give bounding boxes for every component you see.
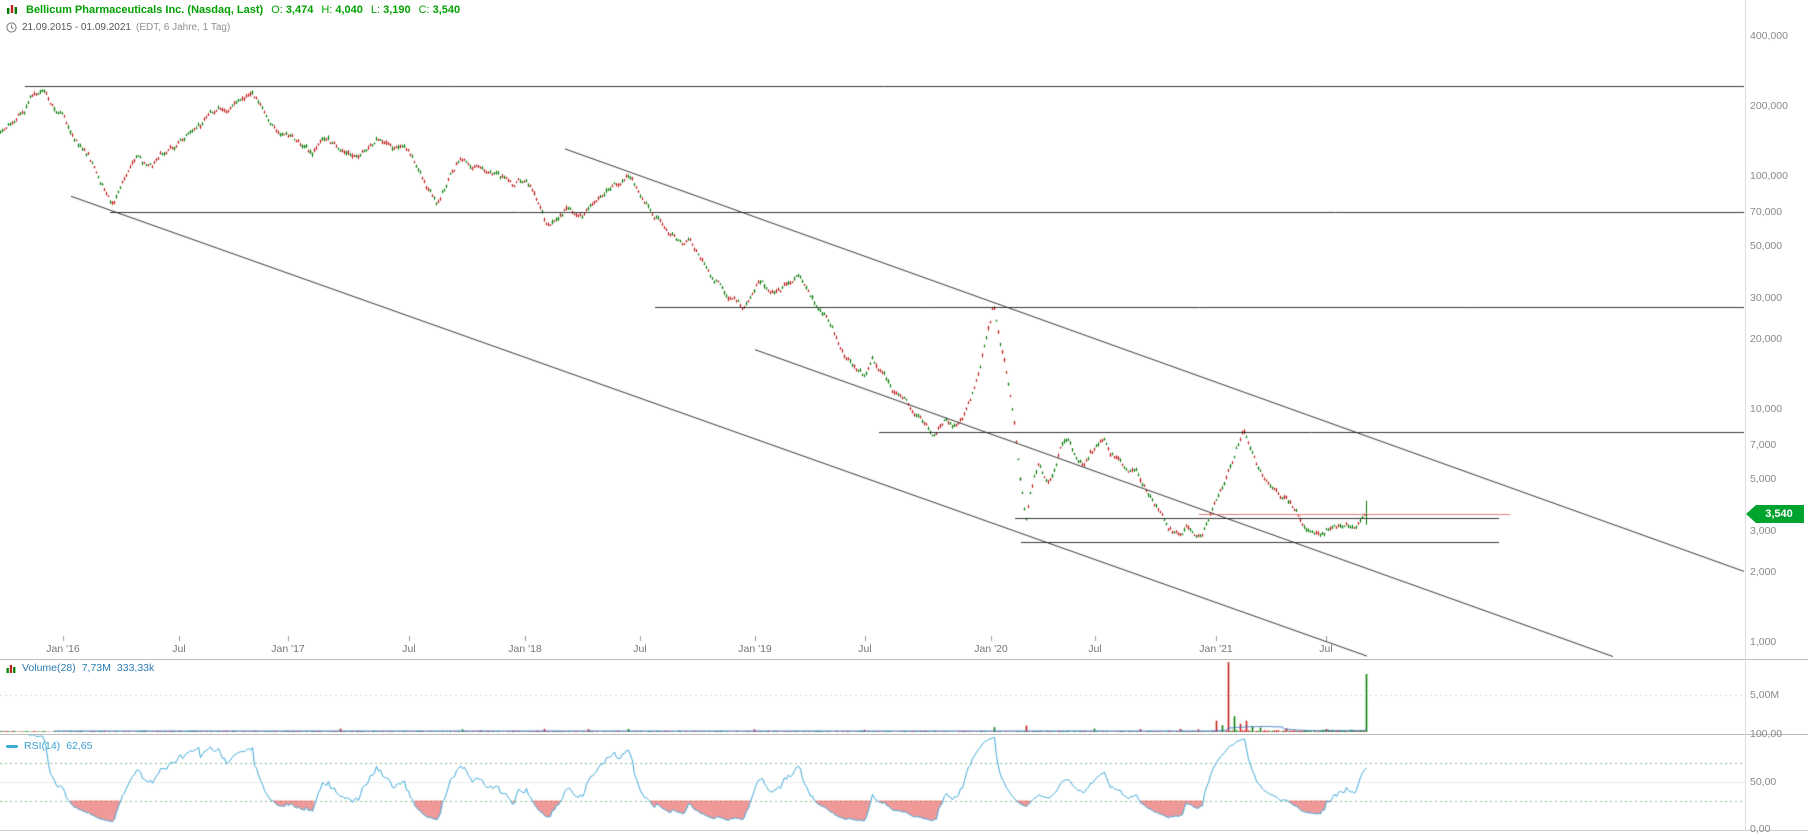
rsi-tick-label: 0,00 xyxy=(1750,823,1771,835)
time-tick-label: Jan '17 xyxy=(271,643,305,655)
volume-tick-label: 5,00M xyxy=(1750,688,1780,701)
volume-value: 7,73M xyxy=(81,662,111,674)
price-tick-label: 10,000 xyxy=(1750,403,1783,416)
price-tick-label: 200,000 xyxy=(1750,100,1788,113)
last-price-text: 3,540 xyxy=(1765,508,1793,520)
time-tick-label: Jan '18 xyxy=(508,643,542,655)
price-tick-label: 7,000 xyxy=(1750,439,1777,452)
low-value: 3,190 xyxy=(383,4,411,16)
price-tick-label: 1,000 xyxy=(1750,636,1777,648)
high-value: 4,040 xyxy=(335,4,363,16)
time-tick-label: Jul xyxy=(1319,643,1333,655)
time-tick-label: Jul xyxy=(1088,643,1102,655)
price-tick-label: 400,000 xyxy=(1750,30,1788,42)
time-tick-label: Jan '21 xyxy=(1199,643,1233,655)
time-tick-label: Jan '19 xyxy=(738,643,772,655)
clock-icon xyxy=(6,22,17,33)
price-axis-separator xyxy=(1745,0,1746,830)
rsi-tick-label: 100,00 xyxy=(1750,728,1783,740)
time-tick-label: Jan '20 xyxy=(974,643,1008,655)
open-value: 3,474 xyxy=(285,4,314,16)
price-tick-label: 3,000 xyxy=(1750,524,1777,537)
high-label: H: xyxy=(321,4,333,16)
volume-indicator-label[interactable]: Volume(28) 7,73M 333,33k xyxy=(6,662,154,674)
date-range: 21.09.2015 - 01.09.2021 xyxy=(22,22,131,33)
last-price-badge: 3,540 xyxy=(1746,505,1804,523)
volume-rsi-separator xyxy=(0,734,1808,735)
instrument-legend[interactable]: Bellicum Pharmaceuticals Inc. (Nasdaq, L… xyxy=(6,4,460,16)
candlestick-icon xyxy=(6,4,18,16)
time-tick-label: Jul xyxy=(633,643,647,655)
time-tick-label: Jul xyxy=(858,643,872,655)
time-tick-label: Jul xyxy=(172,643,186,655)
price-tick-label: 5,000 xyxy=(1750,473,1777,486)
close-value: 3,540 xyxy=(432,4,461,16)
volume-label: Volume(28) xyxy=(22,662,76,674)
date-range-meta: (EDT, 6 Jahre, 1 Tag) xyxy=(135,22,231,33)
price-tick-label: 2,000 xyxy=(1750,565,1777,578)
instrument-name: Bellicum Pharmaceuticals Inc. (Nasdaq, L… xyxy=(26,4,264,16)
low-label: L: xyxy=(370,4,381,16)
price-tick-label: 100,000 xyxy=(1750,170,1788,183)
main-volume-separator xyxy=(0,659,1808,660)
volume-ma-value: 333,33k xyxy=(116,662,155,674)
range-legend: 21.09.2015 - 01.09.2021 (EDT, 6 Jahre, 1… xyxy=(6,22,230,33)
time-tick-label: Jan '16 xyxy=(46,643,80,655)
rsi-line-icon xyxy=(6,744,18,748)
bottom-separator xyxy=(0,830,1808,831)
price-tick-label: 70,000 xyxy=(1750,206,1783,219)
price-tick-label: 30,000 xyxy=(1750,291,1783,304)
open-label: O: xyxy=(271,4,283,16)
volume-bars-icon xyxy=(6,663,16,673)
rsi-value: 62,65 xyxy=(66,740,93,752)
rsi-label: RSI(14) xyxy=(24,740,61,752)
close-label: C: xyxy=(418,4,430,16)
price-tick-label: 50,000 xyxy=(1750,240,1783,253)
price-tick-label: 20,000 xyxy=(1750,333,1783,345)
time-tick-label: Jul xyxy=(402,643,416,655)
rsi-tick-label: 50,00 xyxy=(1750,775,1777,788)
rsi-indicator-label[interactable]: RSI(14) 62,65 xyxy=(6,740,92,752)
